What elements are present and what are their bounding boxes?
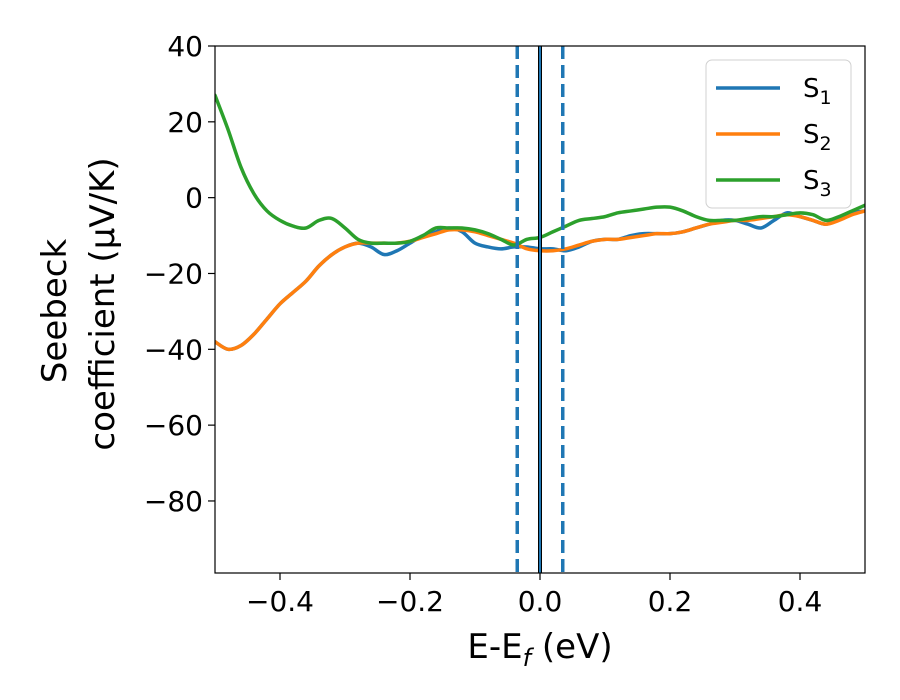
y-tick-label: 20 [167,106,203,139]
y-tick-label: −40 [144,333,203,366]
y-tick-label: −60 [144,409,203,442]
plot-frame [214,45,866,574]
x-tick-label: −0.2 [376,585,444,618]
y-tick-label: −20 [144,257,203,290]
x-axis-title-unit: (eV) [531,627,613,667]
x-axis: −0.4 −0.2 0.0 0.2 0.4 [246,573,822,618]
y-axis-title-line2: coefficient (μV/K) [83,157,123,450]
y-tick-label: 0 [185,182,203,215]
legend-label-s1: S1 [803,74,832,109]
y-axis-title-line1: Seebeck [35,239,75,384]
legend-label-s2: S2 [803,120,832,155]
x-axis-title-main: E-E [467,627,522,667]
y-tick-label: −80 [144,485,203,518]
plot-area [215,46,865,573]
x-tick-label: 0.4 [778,585,823,618]
x-tick-label: −0.4 [246,585,314,618]
x-tick-label: 0.2 [648,585,693,618]
y-tick-label: 40 [167,30,203,63]
legend-label-s3: S3 [803,166,832,201]
x-axis-title: E-Ef (eV) [467,627,612,672]
y-axis: 40 20 0 −20 −40 −60 −80 [144,30,215,518]
legend: S1 S2 S3 [705,59,852,209]
x-tick-label: 0.0 [518,585,563,618]
